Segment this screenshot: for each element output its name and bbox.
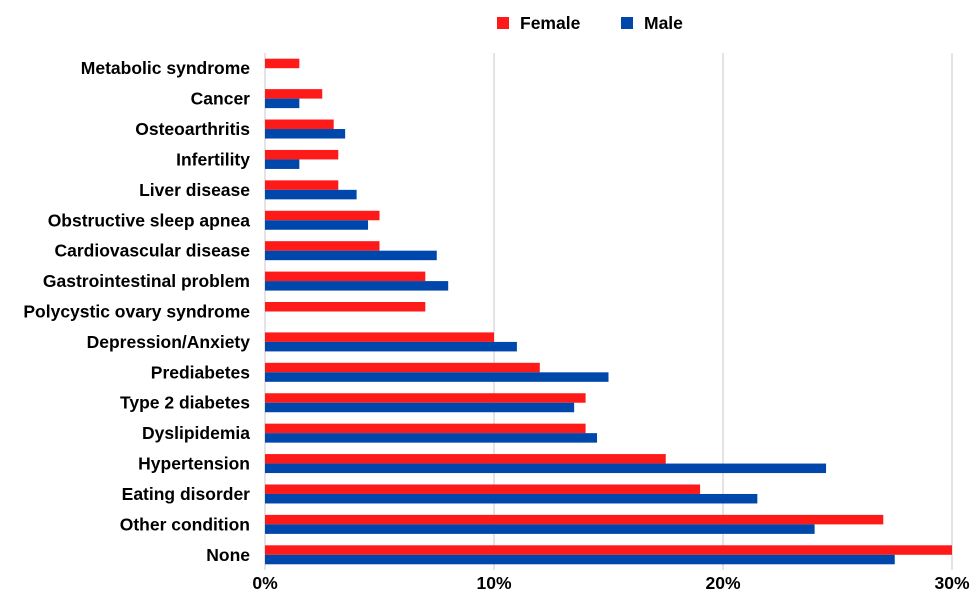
- category-label: Gastrointestinal problem: [43, 271, 250, 291]
- bar-male-6: [265, 250, 437, 261]
- bar-female-8: [265, 302, 426, 312]
- bar-female-14: [265, 484, 701, 494]
- bar-male-13: [265, 463, 827, 474]
- bar-male-3: [265, 159, 300, 169]
- category-label: Cardiovascular disease: [54, 241, 250, 261]
- category-label: Prediabetes: [151, 362, 250, 382]
- bar-male-11: [265, 402, 575, 413]
- category-label: Cancer: [191, 89, 251, 109]
- bar-male-16: [265, 554, 895, 565]
- bar-female-3: [265, 149, 339, 160]
- bar-male-15: [265, 524, 815, 534]
- bar-male-4: [265, 189, 357, 200]
- category-label: Metabolic syndrome: [81, 58, 250, 78]
- legend-label-male: Male: [644, 13, 683, 33]
- legend: Female Male: [497, 13, 683, 33]
- bar-male-7: [265, 281, 449, 291]
- bar-male-10: [265, 372, 609, 382]
- bar-female-11: [265, 393, 586, 403]
- category-label: Hypertension: [138, 454, 250, 474]
- category-label: Obstructive sleep apnea: [48, 210, 251, 230]
- category-label: Depression/Anxiety: [87, 332, 251, 352]
- category-labels: Metabolic syndrome Cancer Osteoarthritis In…: [23, 58, 250, 565]
- category-label: Osteoarthritis: [135, 119, 250, 139]
- bar-male-14: [265, 493, 758, 504]
- category-label: Other condition: [120, 514, 250, 534]
- bar-male-9: [265, 341, 517, 352]
- category-label: Infertility: [176, 149, 250, 169]
- bar-female-5: [265, 210, 380, 221]
- bar-male-2: [265, 129, 346, 139]
- category-label: None: [206, 545, 250, 565]
- category-label: Type 2 diabetes: [120, 393, 250, 413]
- bar-female-7: [265, 271, 426, 282]
- bar-female-12: [265, 423, 586, 434]
- category-label: Polycystic ovary syndrome: [23, 302, 250, 322]
- x-tick-labels: 0% 10% 20% 30%: [252, 573, 970, 593]
- bar-female-9: [265, 332, 494, 342]
- bar-female-15: [265, 514, 884, 525]
- bar-female-1: [265, 89, 323, 99]
- bar-female-4: [265, 180, 339, 190]
- legend-swatch-female: [497, 17, 509, 29]
- bar-female-16: [265, 545, 952, 555]
- bar-female-0: [265, 58, 300, 69]
- bar-female-6: [265, 241, 380, 251]
- category-label: Liver disease: [139, 180, 250, 200]
- bar-male-12: [265, 433, 598, 443]
- bar-male-1: [265, 98, 300, 109]
- bar-female-10: [265, 362, 540, 373]
- x-tick-label: 0%: [252, 573, 278, 593]
- bars-layer: [265, 58, 952, 565]
- bar-male-5: [265, 220, 369, 230]
- category-label: Dyslipidemia: [142, 423, 250, 443]
- legend-label-female: Female: [520, 13, 581, 33]
- bar-female-2: [265, 119, 334, 130]
- legend-swatch-male: [621, 17, 633, 29]
- x-tick-label: 30%: [934, 573, 969, 593]
- category-label: Eating disorder: [122, 484, 251, 504]
- x-tick-label: 10%: [476, 573, 511, 593]
- x-tick-label: 20%: [705, 573, 740, 593]
- bar-female-13: [265, 454, 666, 464]
